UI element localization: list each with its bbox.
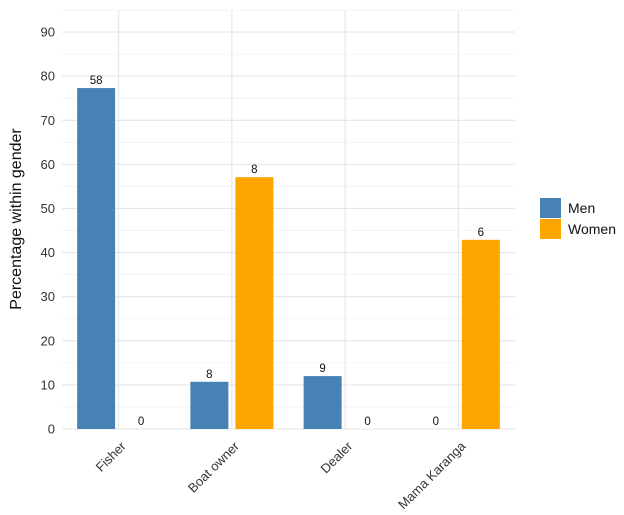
- x-tick-label: Fisher: [93, 438, 130, 475]
- data-label-men-boat-owner: 8: [206, 369, 212, 381]
- data-label-men-dealer: 9: [319, 363, 325, 375]
- legend-swatch-men: [540, 198, 561, 218]
- y-tick-label: 50: [41, 201, 55, 216]
- y-axis-label: Percentage within gender: [8, 128, 25, 310]
- bar-men-dealer: [303, 376, 342, 429]
- y-tick-label: 40: [41, 245, 55, 260]
- y-tick-label: 70: [41, 113, 55, 128]
- legend-label-women: Women: [568, 221, 616, 237]
- bar-men-boat-owner: [190, 381, 229, 429]
- data-label-women-boat-owner: 8: [251, 164, 257, 176]
- data-label-women-mama-karanga: 6: [478, 227, 484, 239]
- data-label-women-dealer: 0: [364, 416, 370, 428]
- legend: Men Women: [540, 198, 616, 239]
- grid-lines: [62, 9, 515, 430]
- data-label-men-mama-karanga: 0: [433, 416, 439, 428]
- bar-women-boat-owner: [235, 177, 274, 429]
- y-tick-label: 80: [41, 69, 55, 84]
- bars: [77, 88, 500, 429]
- legend-label-men: Men: [568, 200, 595, 216]
- y-tick-label: 0: [48, 422, 55, 437]
- y-tick-label: 90: [41, 25, 55, 40]
- y-tick-label: 60: [41, 157, 55, 172]
- bar-women-mama-karanga: [461, 239, 500, 429]
- y-tick-label: 20: [41, 333, 55, 348]
- x-tick-label: Mama Karanga: [395, 438, 469, 512]
- x-axis-ticks: Fisher Boat owner Dealer Mama Karanga: [93, 438, 469, 512]
- legend-swatch-women: [540, 219, 561, 239]
- y-tick-label: 30: [41, 289, 55, 304]
- x-tick-label: Dealer: [318, 438, 356, 476]
- y-axis-ticks: 0 10 20 30 40 50 60 70 80 90: [41, 25, 55, 437]
- data-label-women-fisher: 0: [138, 416, 144, 428]
- data-labels: 58 8 9 0 0 8 0 6: [90, 75, 484, 428]
- bar-men-fisher: [77, 88, 116, 429]
- y-tick-label: 10: [41, 377, 55, 392]
- data-label-men-fisher: 58: [90, 75, 103, 87]
- x-tick-label: Boat owner: [185, 438, 243, 496]
